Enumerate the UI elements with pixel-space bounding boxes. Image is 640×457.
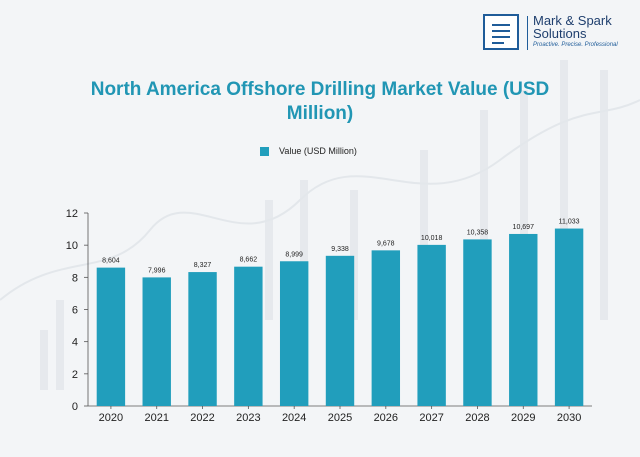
x-tick-label: 2022 — [190, 412, 214, 424]
bar-value-label: 7,996 — [148, 267, 166, 274]
x-tick-label: 2021 — [144, 412, 168, 424]
bar-value-label: 8,604 — [102, 258, 120, 265]
x-tick-label: 2029 — [511, 412, 535, 424]
y-tick-label: 4 — [72, 337, 78, 349]
y-tick-label: 10 — [66, 240, 78, 252]
bar — [417, 244, 446, 406]
y-tick-label: 2 — [72, 369, 78, 381]
bar-value-label: 9,338 — [331, 246, 349, 253]
bar-value-label: 8,999 — [285, 251, 303, 258]
x-tick-label: 2030 — [557, 412, 581, 424]
x-tick-label: 2026 — [374, 412, 398, 424]
bar — [234, 266, 263, 406]
brand-logo: Mark & Spark Solutions Proactive. Precis… — [483, 14, 633, 54]
bar-value-label: 10,697 — [513, 224, 535, 231]
bar-value-label: 8,327 — [194, 262, 212, 269]
y-tick-label: 0 — [72, 401, 78, 413]
bar — [463, 239, 492, 406]
x-tick-label: 2024 — [282, 412, 306, 424]
brand-name: Mark & Spark Solutions — [533, 13, 612, 41]
logo-divider — [527, 16, 528, 50]
bar — [325, 255, 355, 406]
brand-tagline: Proactive. Precise. Professional — [533, 42, 618, 48]
y-tick-label: 6 — [72, 305, 78, 317]
bar — [509, 233, 538, 406]
y-tick-label: 12 — [66, 208, 78, 220]
x-tick-label: 2025 — [328, 412, 352, 424]
bar-value-label: 8,662 — [240, 257, 258, 264]
x-tick-label: 2020 — [99, 412, 123, 424]
bar-value-label: 9,678 — [377, 240, 395, 247]
bar — [96, 267, 126, 406]
bar-value-label: 11,033 — [559, 219, 580, 226]
x-tick-label: 2028 — [465, 412, 489, 424]
bar-value-label: 10,018 — [421, 235, 443, 242]
bar — [142, 277, 171, 406]
bar — [188, 272, 217, 406]
legend-swatch — [260, 146, 269, 156]
bar — [371, 250, 401, 406]
x-tick-label: 2027 — [419, 412, 443, 424]
chart-legend: Value (USD Million) — [260, 144, 357, 158]
bar — [554, 228, 584, 406]
bar — [279, 261, 309, 406]
y-tick-label: 8 — [72, 272, 78, 284]
bar-value-label: 10,358 — [467, 229, 489, 236]
x-tick-label: 2023 — [236, 412, 260, 424]
document-icon — [483, 14, 519, 50]
legend-label: Value (USD Million) — [279, 146, 357, 156]
chart-title: North America Offshore Drilling Market V… — [90, 79, 550, 124]
